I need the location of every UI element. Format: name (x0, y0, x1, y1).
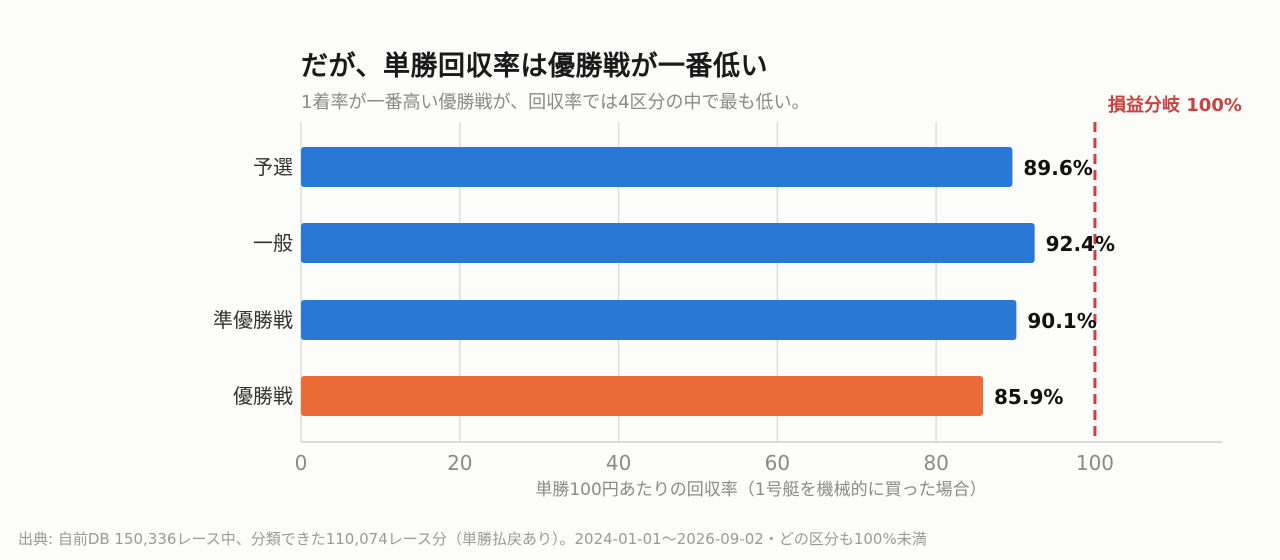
bars (301, 147, 1035, 416)
axes: 0 20 40 60 80 100 単勝100円あたりの回収率（1号艇を機械的に買った場合）… (295, 94, 1242, 500)
x-tick-label: 80 (923, 451, 948, 475)
chart-title: だが、単勝回収率は優勝戦が一番低い (301, 51, 768, 82)
category-label: 予選 (253, 155, 293, 179)
chart-subtitle: 1着率が一番高い優勝戦が、回収率では4区分の中で最も低い。 (301, 92, 810, 113)
source-note: 出典: 自前DB 150,336レース中、分類できた110,074レース分（単勝… (18, 530, 927, 548)
labels: 予選 89.6% 一般 92.4% 準優勝戦 90.1% 優勝戦 85.9% (213, 155, 1115, 409)
value-label: 85.9% (994, 385, 1063, 409)
value-label: 90.1% (1027, 309, 1096, 333)
x-tick-label: 20 (447, 451, 472, 475)
value-label: 92.4% (1046, 232, 1115, 256)
bar-1 (301, 223, 1035, 263)
bar-3 (301, 376, 984, 416)
category-label: 優勝戦 (233, 384, 293, 408)
category-label: 準優勝戦 (213, 308, 293, 332)
reference-line-label: 損益分岐 100% (1108, 94, 1242, 116)
category-label: 一般 (253, 231, 293, 255)
value-label: 89.6% (1023, 156, 1092, 180)
x-tick-label: 100 (1076, 451, 1114, 475)
x-tick-label: 0 (295, 451, 308, 475)
bar-2 (301, 300, 1017, 340)
x-axis-label: 単勝100円あたりの回収率（1号艇を機械的に買った場合） (535, 480, 986, 500)
x-tick-label: 60 (765, 451, 790, 475)
bar-0 (301, 147, 1013, 187)
x-tick-label: 40 (606, 451, 631, 475)
